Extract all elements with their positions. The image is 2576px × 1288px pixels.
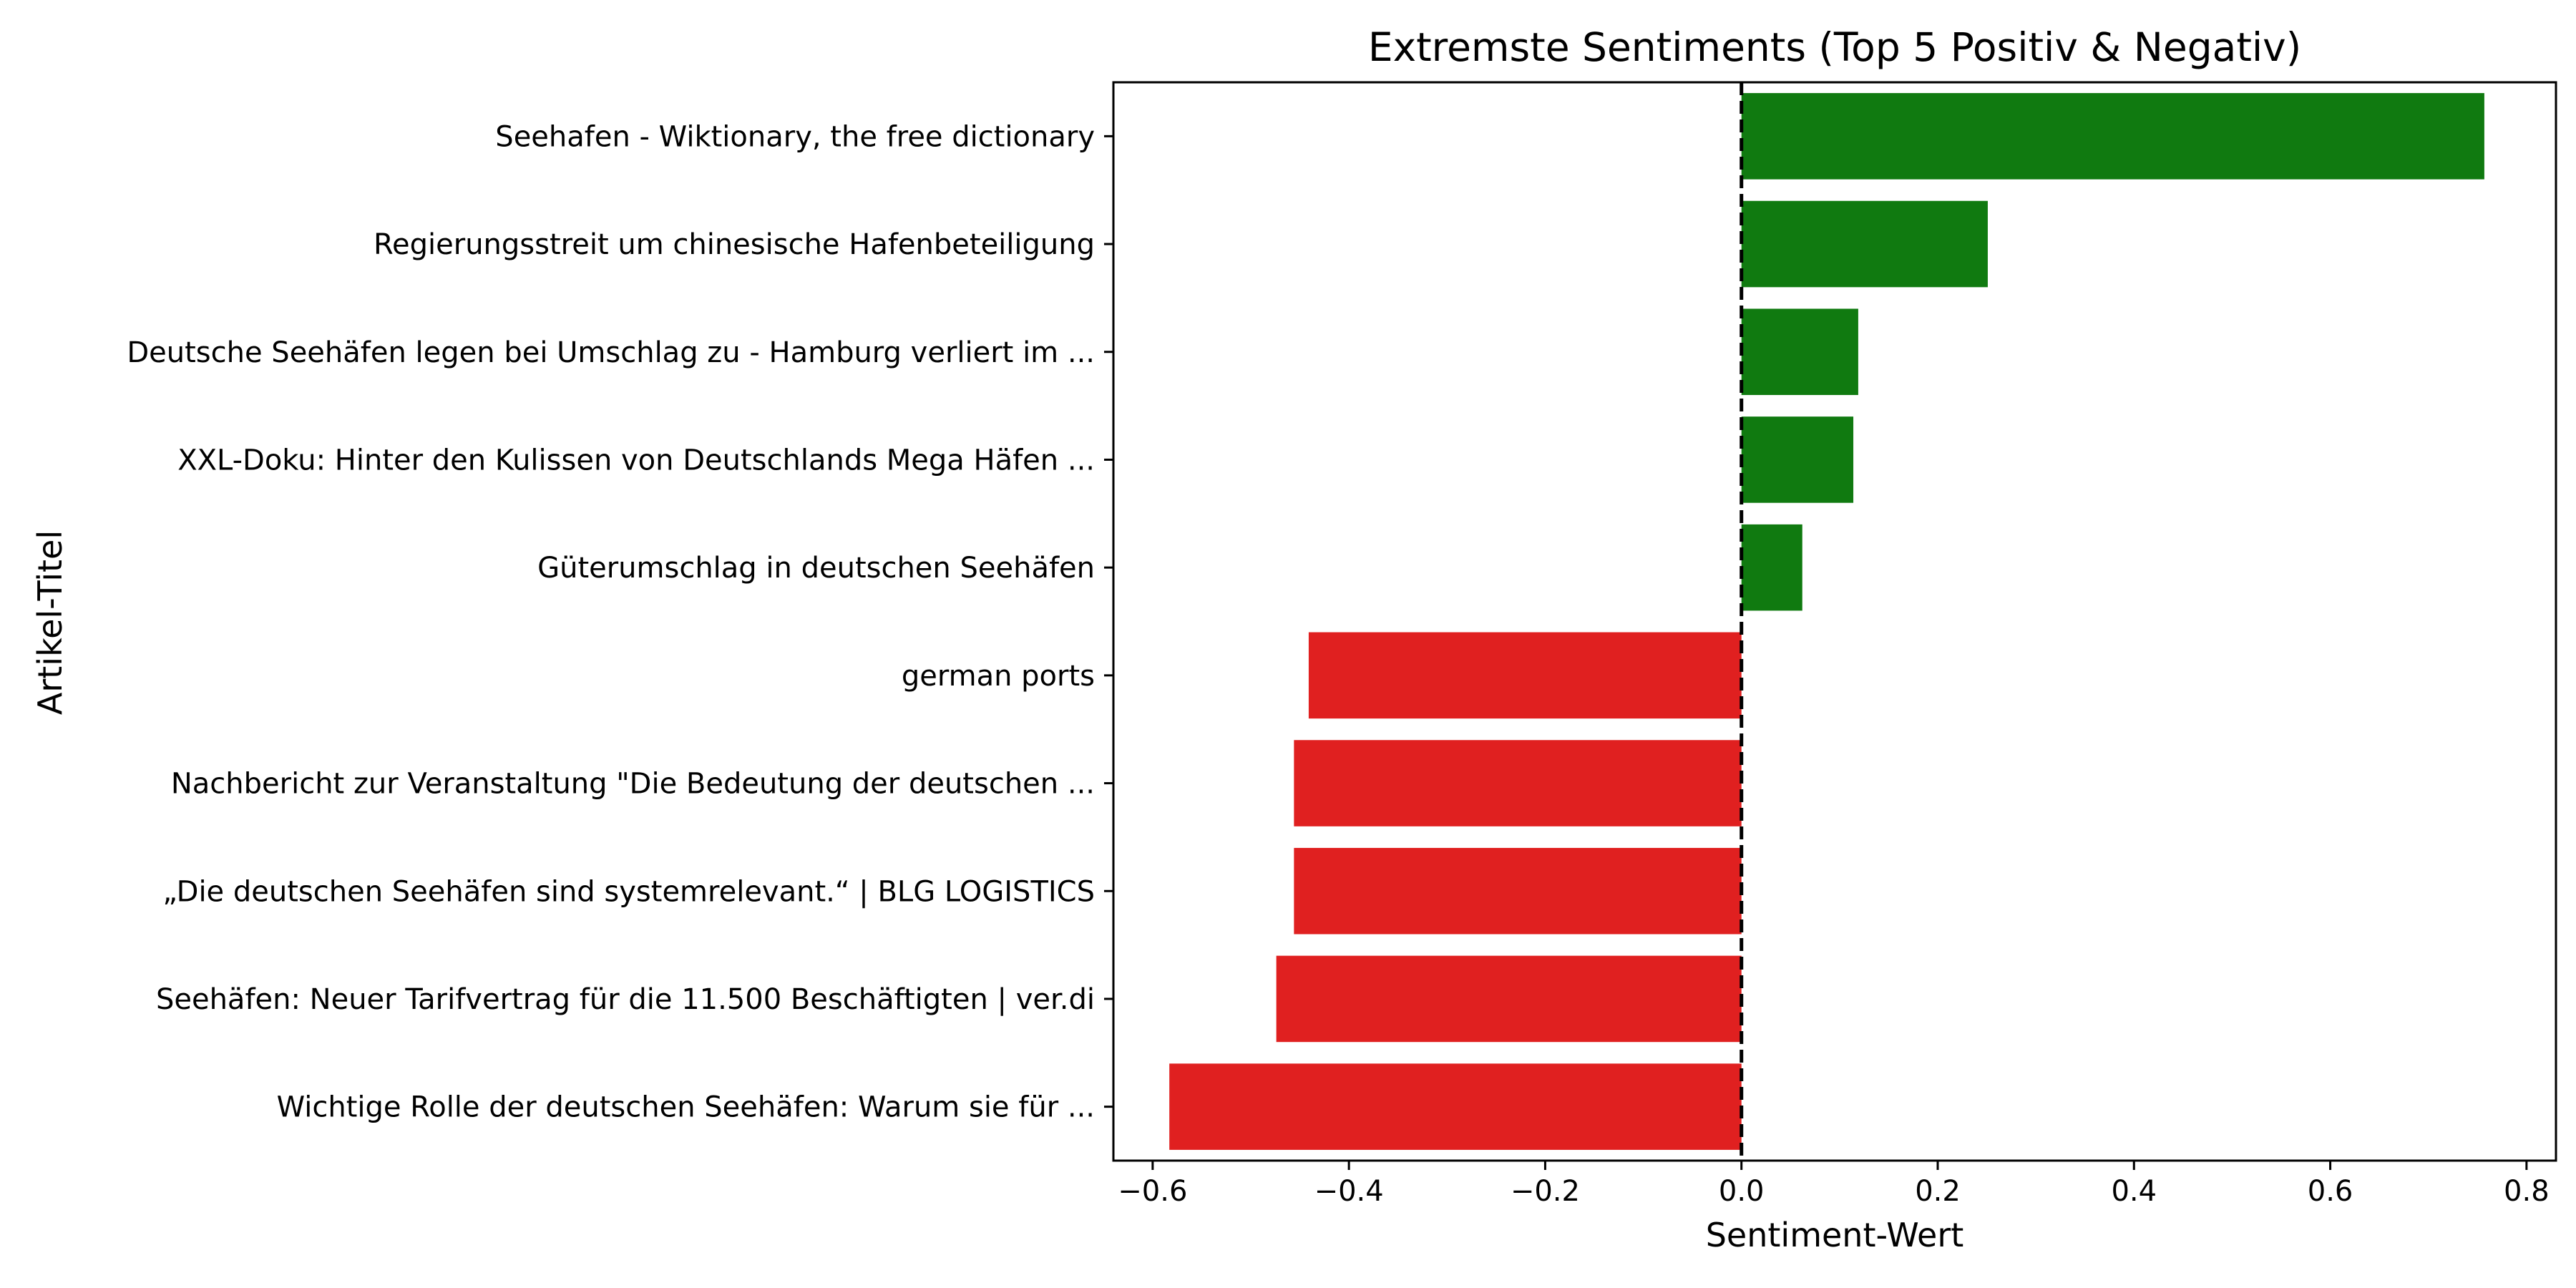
y-axis-label: Artikel-Titel [31, 530, 69, 715]
bar-3 [1741, 308, 1858, 396]
bar-6 [1308, 632, 1742, 719]
plot-area: −0.6 −0.4 −0.2 0.0 0.2 0.4 0.6 0.8 Seehafen - Wi… [127, 81, 2557, 1208]
x-tick-label: 0.0 [1719, 1175, 1765, 1208]
x-tick-label: −0.6 [1118, 1175, 1187, 1208]
x-tick-label: 0.6 [2308, 1175, 2353, 1208]
y-tick-label: Seehäfen: Neuer Tarifvertrag für die 11.… [156, 983, 1095, 1016]
x-tick-label: 0.8 [2504, 1175, 2550, 1208]
bar-2 [1741, 200, 1988, 288]
y-tick-label: Wichtige Rolle der deutschen Seehäfen: W… [277, 1091, 1095, 1124]
x-tick-label: 0.4 [2111, 1175, 2157, 1208]
bar-8 [1294, 847, 1742, 935]
bar-10 [1169, 1063, 1742, 1150]
bar-4 [1741, 416, 1854, 503]
x-tick-label: 0.2 [1915, 1175, 1961, 1208]
y-tick-label: „Die deutschen Seehäfen sind systemrelev… [162, 875, 1095, 908]
y-tick-label: Nachbericht zur Veranstaltung "Die Bedeu… [171, 768, 1095, 801]
x-axis-label: Sentiment-Wert [1706, 1216, 1964, 1254]
bar-1 [1741, 93, 2484, 180]
chart-title: Extremste Sentiments (Top 5 Positiv & Ne… [1368, 24, 2301, 70]
y-tick-label: Seehafen - Wiktionary, the free dictiona… [495, 120, 1095, 153]
y-tick-label: Güterumschlag in deutschen Seehäfen [537, 552, 1095, 585]
y-tick-label: XXL-Doku: Hinter den Kulissen von Deutsc… [177, 444, 1095, 477]
bar-5 [1741, 524, 1802, 611]
bar-9 [1276, 955, 1742, 1043]
y-tick-label: Deutsche Seehäfen legen bei Umschlag zu … [127, 336, 1095, 369]
bar-7 [1294, 740, 1742, 826]
plot-frame [1112, 81, 2557, 1162]
x-tick-label: −0.4 [1314, 1175, 1384, 1208]
y-tick-label: Regierungsstreit um chinesische Hafenbet… [374, 228, 1095, 261]
x-tick-label: −0.2 [1511, 1175, 1580, 1208]
y-tick-label: german ports [902, 660, 1095, 693]
